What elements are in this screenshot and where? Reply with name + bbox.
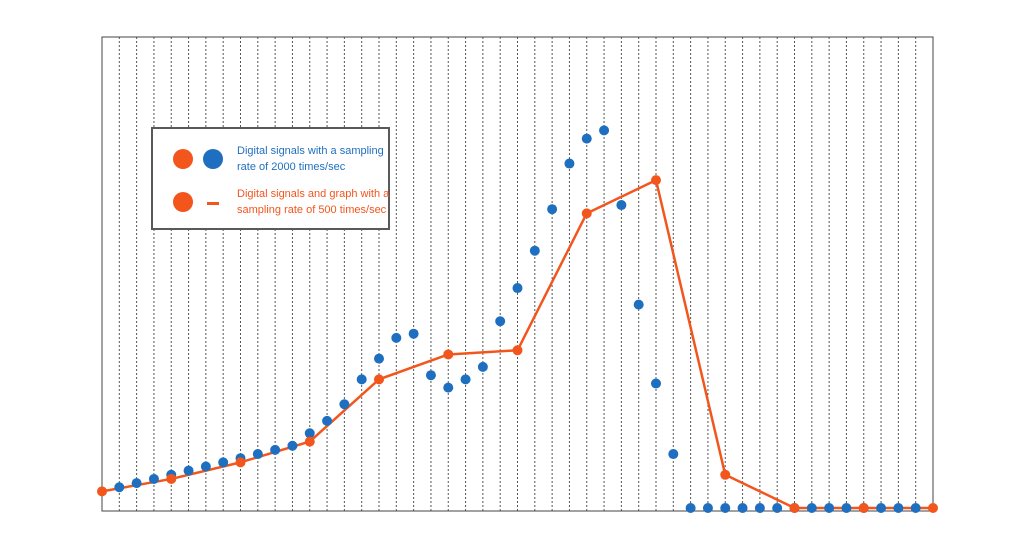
high-rate-point xyxy=(841,503,852,513)
high-rate-point xyxy=(425,370,436,381)
low-rate-point xyxy=(304,436,315,447)
low-rate-point xyxy=(512,345,523,356)
high-rate-point xyxy=(391,332,402,343)
low-rate-point xyxy=(443,349,454,360)
chart-legend: Digital signals with a sampling rate of … xyxy=(151,127,390,230)
legend-high-rate-label: Digital signals with a sampling rate of … xyxy=(237,143,407,175)
high-rate-point xyxy=(356,374,367,385)
high-rate-point xyxy=(806,503,817,513)
low-rate-points xyxy=(97,175,938,513)
high-rate-point xyxy=(477,361,488,372)
high-rate-point xyxy=(893,503,904,513)
high-rate-point xyxy=(114,482,125,493)
vertical-grid-lines xyxy=(118,37,917,511)
high-rate-point xyxy=(685,503,696,513)
high-rate-point xyxy=(616,200,627,211)
high-rate-point xyxy=(322,415,333,426)
high-rate-point xyxy=(183,465,194,476)
legend-low-rate-line2: sampling rate of 500 times/sec xyxy=(237,204,387,216)
low-rate-point xyxy=(858,503,869,513)
legend-orange-dash xyxy=(207,202,219,205)
high-rate-point xyxy=(754,503,765,513)
high-rate-point xyxy=(547,204,558,215)
high-rate-point xyxy=(772,503,783,513)
high-rate-point xyxy=(374,353,384,364)
low-rate-point xyxy=(789,503,800,513)
high-rate-point xyxy=(737,503,748,513)
high-rate-point xyxy=(148,473,159,484)
high-rate-point xyxy=(564,158,575,169)
low-rate-point xyxy=(651,175,661,186)
legend-low-rate-label: Digital signals and graph with a samplin… xyxy=(237,186,407,218)
legend-high-rate-line1: Digital signals with a sampling xyxy=(237,145,384,157)
high-rate-point xyxy=(529,245,540,256)
high-rate-point xyxy=(304,428,315,439)
legend-low-rate-line1: Digital signals and graph with a xyxy=(237,188,390,200)
legend-orange-dot xyxy=(173,192,193,212)
high-rate-point xyxy=(702,503,713,513)
low-rate-point xyxy=(928,503,938,513)
high-rate-point xyxy=(720,503,731,513)
legend-high-rate-line2: rate of 2000 times/sec xyxy=(237,161,346,173)
high-rate-point xyxy=(408,328,419,339)
high-rate-point xyxy=(910,503,921,513)
legend-blue-dot xyxy=(203,149,223,169)
high-rate-point xyxy=(252,449,263,460)
high-rate-point xyxy=(218,457,229,468)
high-rate-point xyxy=(581,133,592,144)
high-rate-point xyxy=(633,299,644,310)
high-rate-point xyxy=(339,399,350,410)
low-rate-point xyxy=(97,486,107,497)
high-rate-point xyxy=(200,461,211,472)
low-rate-point xyxy=(581,208,592,219)
low-rate-point xyxy=(720,469,731,480)
low-rate-point xyxy=(235,457,246,468)
high-rate-point xyxy=(668,449,679,460)
low-rate-point xyxy=(374,374,384,385)
high-rate-point xyxy=(824,503,835,513)
high-rate-point xyxy=(460,374,471,385)
high-rate-point xyxy=(495,316,506,327)
high-rate-point xyxy=(651,378,661,389)
high-rate-point xyxy=(876,503,887,513)
high-rate-point xyxy=(443,382,454,393)
high-rate-point xyxy=(287,440,298,451)
high-rate-point xyxy=(270,444,281,455)
low-rate-point xyxy=(166,473,177,484)
high-rate-point xyxy=(512,283,523,294)
legend-orange-dot xyxy=(173,149,193,169)
high-rate-point xyxy=(599,125,610,136)
plot-frame xyxy=(101,36,934,512)
high-rate-point xyxy=(131,478,142,489)
